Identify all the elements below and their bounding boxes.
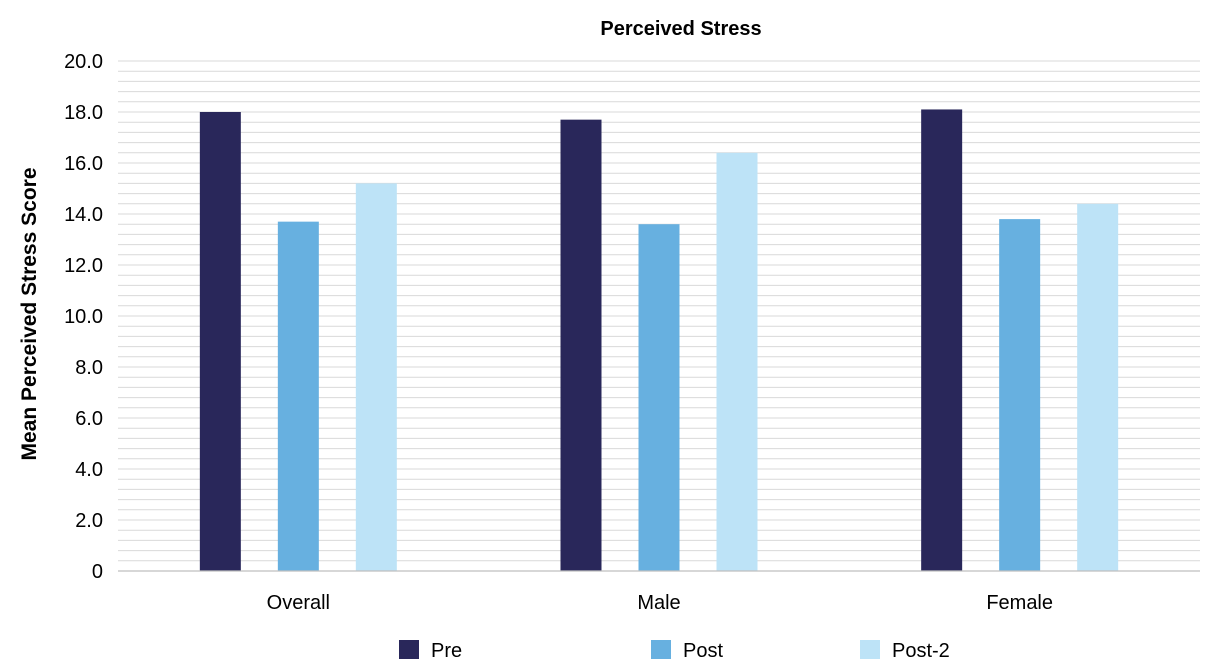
y-tick-label: 8.0 <box>75 357 103 379</box>
x-category-label: Overall <box>267 592 330 614</box>
legend-swatch-post-2 <box>860 640 880 659</box>
bar-post-2-male <box>716 152 758 572</box>
x-axis-categories: Overall Male Female <box>267 592 1053 614</box>
bar-post-2-overall <box>355 183 397 571</box>
bar-pre-overall <box>199 112 241 571</box>
y-axis-ticks: 0 2.0 4.0 6.0 8.0 10.0 12.0 14.0 16.0 18.0 20.0 <box>64 51 103 583</box>
bar-post-female <box>999 219 1041 571</box>
legend-swatch-post <box>651 640 671 659</box>
bar-post-2-female <box>1077 203 1119 572</box>
bar-post-overall <box>277 221 319 571</box>
chart-title: Perceived Stress <box>600 18 761 40</box>
bar-post-male <box>638 224 680 571</box>
y-tick-label: 20.0 <box>64 51 103 73</box>
y-tick-label: 18.0 <box>64 102 103 124</box>
legend-label-post-2: Post-2 <box>892 640 950 659</box>
bars <box>199 109 1119 572</box>
y-axis-label: Mean Perceived Stress Score <box>18 168 41 461</box>
x-category-label: Female <box>986 592 1053 614</box>
y-tick-label: 6.0 <box>75 408 103 430</box>
y-tick-label: 16.0 <box>64 153 103 175</box>
legend-label-post: Post <box>683 640 723 659</box>
y-tick-label: 4.0 <box>75 459 103 481</box>
bar-pre-male <box>560 119 602 572</box>
legend-label-pre: Pre <box>431 640 462 659</box>
x-category-label: Male <box>637 592 680 614</box>
bar-pre-female <box>921 109 963 571</box>
y-tick-label: 2.0 <box>75 510 103 532</box>
y-tick-label: 14.0 <box>64 204 103 226</box>
y-tick-label: 10.0 <box>64 306 103 328</box>
y-tick-label: 0 <box>92 561 103 583</box>
legend: Pre Post Post-2 <box>399 640 950 659</box>
y-tick-label: 12.0 <box>64 255 103 277</box>
legend-swatch-pre <box>399 640 419 659</box>
